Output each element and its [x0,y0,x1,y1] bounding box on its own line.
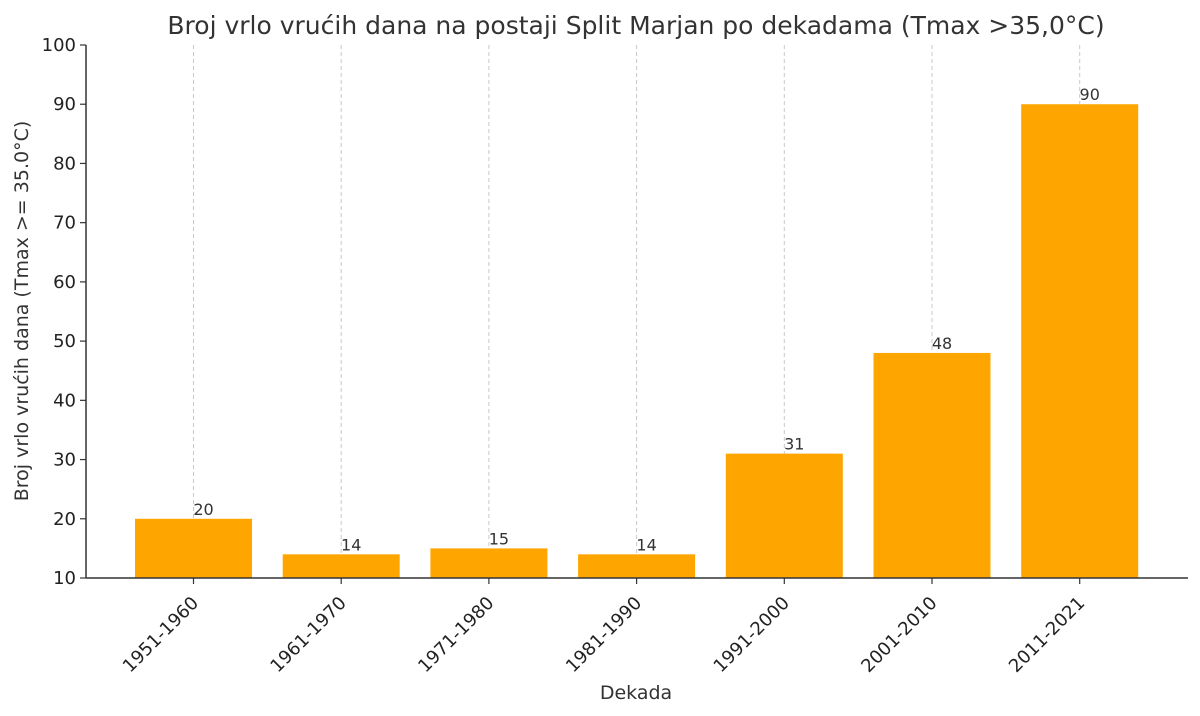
y-tick-label-30: 30 [53,450,76,471]
y-tick-label-100: 100 [42,35,76,56]
bar-layer [135,104,1139,578]
x-axis-label: Dekada [600,682,672,704]
x-tick-label-1951-1960: 1951-1960 [119,593,203,677]
data-label-1991-2000: 31 [784,435,804,454]
x-tick-label-2011-2021: 2011-2021 [1005,593,1089,677]
bar-1961-1970 [282,554,400,578]
x-tick-layer: 1951-1960 1961-1970 1971-1980 1981-1990 1991… [119,578,1089,677]
bar-2001-2010 [873,352,991,578]
y-tick-label-80: 80 [53,153,76,174]
bar-1991-2000 [725,453,843,578]
data-label-1981-1990: 14 [636,535,656,554]
x-tick-label-1981-1990: 1981-1990 [562,593,646,677]
data-label-1961-1970: 14 [341,535,361,554]
data-label-1951-1960: 20 [193,500,213,519]
bar-1981-1990 [578,554,696,578]
y-tick-label-10: 10 [53,568,76,589]
chart-title: Broj vrlo vrućih dana na postaji Split M… [167,11,1104,40]
data-label-layer: 20 14 15 14 31 48 90 [193,85,1100,554]
y-tick-label-40: 40 [53,390,76,411]
y-tick-layer: 10 20 30 40 50 60 70 80 90 100 [42,35,86,589]
x-tick-label-1991-2000: 1991-2000 [710,593,794,677]
y-tick-label-90: 90 [53,94,76,115]
bar-1971-1980 [430,548,548,578]
y-tick-label-50: 50 [53,331,76,352]
bar-1951-1960 [135,518,252,578]
x-tick-label-1961-1970: 1961-1970 [267,593,351,677]
data-label-2011-2021: 90 [1080,85,1100,104]
bar-2011-2021 [1021,104,1139,578]
y-tick-label-60: 60 [53,272,76,293]
data-label-2001-2010: 48 [932,334,952,353]
x-tick-label-2001-2010: 2001-2010 [857,593,941,677]
x-tick-label-1971-1980: 1971-1980 [414,593,498,677]
data-label-1971-1980: 15 [489,529,509,548]
y-axis-label: Broj vrlo vrućih dana (Tmax >= 35.0°C) [11,121,33,502]
y-tick-label-20: 20 [53,509,76,530]
y-tick-label-70: 70 [53,213,76,234]
